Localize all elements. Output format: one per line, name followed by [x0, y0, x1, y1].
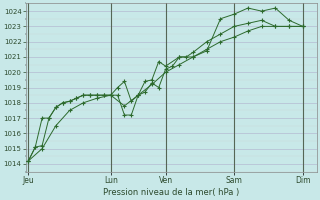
X-axis label: Pression niveau de la mer( hPa ): Pression niveau de la mer( hPa ) [103, 188, 239, 197]
